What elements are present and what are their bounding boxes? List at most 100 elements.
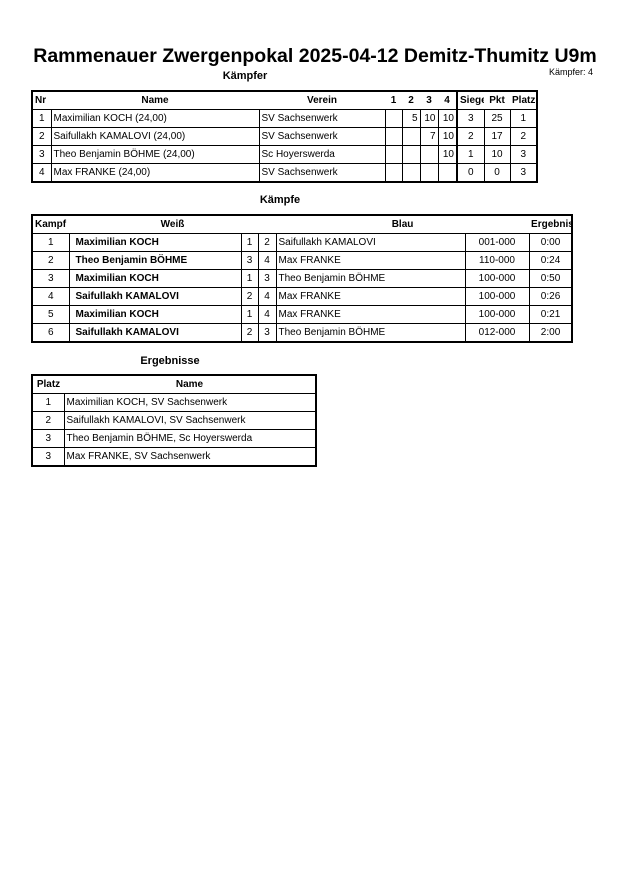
- fighter-row: 3 Theo Benjamin BÖHME (24,00) Sc Hoyerswer…: [31, 145, 538, 164]
- table-cell: Theo Benjamin BÖHME (24,00): [50, 145, 260, 164]
- column-header: Name: [175, 379, 204, 390]
- table-cell: Maximilian KOCH (24,00): [50, 109, 260, 128]
- table-cell: SV Sachsenwerk: [258, 163, 386, 183]
- table-cell: 1: [456, 145, 485, 164]
- table-cell: 4: [31, 287, 70, 306]
- column-header: Kampf: [35, 219, 67, 230]
- table-cell: Maximilian KOCH, SV Sachsenwerk: [63, 393, 317, 412]
- fighter-row: 4 Max FRANKE (24,00) SV Sachsenwerk 0 0 3: [31, 163, 538, 183]
- table-cell: 10: [419, 109, 439, 128]
- table-cell: Max FRANKE: [275, 251, 466, 270]
- table-cell: 1: [240, 269, 259, 288]
- table-cell: 100-000: [464, 287, 530, 306]
- table-cell: Max FRANKE: [275, 305, 466, 324]
- table-cell: 001-000: [464, 233, 530, 252]
- fight-row: 6 Saifullakh KAMALOVI 2 3 Theo Benjamin BÖHM…: [31, 323, 573, 343]
- table-cell: 2: [31, 251, 70, 270]
- table-cell: 6: [31, 323, 70, 343]
- results-table: Platz Name 1 Maximilian KOCH, SV Sachsenwer…: [31, 374, 317, 467]
- table-cell: 10: [437, 127, 458, 146]
- table-cell: 012-000: [464, 323, 530, 343]
- fighter-row: 1 Maximilian KOCH (24,00) SV Sachsenwerk 5 1…: [31, 109, 538, 128]
- table-cell: 0:24: [528, 251, 573, 270]
- table-cell: SV Sachsenwerk: [258, 127, 386, 146]
- table-cell: 100-000: [464, 269, 530, 288]
- table-cell: 1: [240, 233, 259, 252]
- table-cell: 0: [483, 163, 511, 183]
- table-cell: 25: [483, 109, 511, 128]
- table-cell: SV Sachsenwerk: [258, 109, 386, 128]
- result-row: 1 Maximilian KOCH, SV Sachsenwerk: [31, 393, 317, 412]
- table-cell: 0:50: [528, 269, 573, 288]
- table-cell: Theo Benjamin BÖHME, Sc Hoyerswerda: [63, 429, 317, 448]
- table-cell: 4: [257, 305, 277, 324]
- table-cell: [401, 127, 421, 146]
- result-row: 2 Saifullakh KAMALOVI, SV Sachsenwerk: [31, 411, 317, 430]
- table-cell: 110-000: [464, 251, 530, 270]
- column-header: 3: [426, 95, 432, 106]
- table-cell: 7: [419, 127, 439, 146]
- table-cell: 1: [509, 109, 538, 128]
- table-cell: Maximilian KOCH: [68, 233, 242, 252]
- fighter-row: 2 Saifullakh KAMALOVI (24,00) SV Sachsenwe…: [31, 127, 538, 146]
- table-cell: 3: [456, 109, 485, 128]
- column-header: 1: [390, 95, 397, 106]
- column-header: Weiß: [160, 219, 185, 230]
- table-cell: 2: [509, 127, 538, 146]
- table-cell: Saifullakh KAMALOVI (24,00): [50, 127, 260, 146]
- table-cell: 10: [437, 145, 458, 164]
- table-cell: [384, 127, 403, 146]
- table-cell: 4: [257, 251, 277, 270]
- table-cell: Theo Benjamin BÖHME: [275, 323, 466, 343]
- fights-heading: Kämpfe: [259, 194, 301, 206]
- table-cell: Saifullakh KAMALOVI: [68, 287, 242, 306]
- table-cell: 3: [509, 145, 538, 164]
- table-cell: [419, 163, 439, 183]
- fight-row: 4 Saifullakh KAMALOVI 2 4 Max FRANKE 100-000 0…: [31, 287, 573, 306]
- column-header: Nr: [35, 95, 47, 106]
- table-cell: [401, 145, 421, 164]
- table-cell: 4: [257, 287, 277, 306]
- table-cell: 3: [240, 251, 259, 270]
- table-cell: 2: [240, 287, 259, 306]
- table-cell: 5: [31, 305, 70, 324]
- table-cell: [384, 163, 403, 183]
- table-cell: 4: [31, 163, 52, 183]
- table-cell: 2:00: [528, 323, 573, 343]
- table-cell: [384, 145, 403, 164]
- column-header: Name: [141, 95, 169, 106]
- table-cell: 3: [31, 447, 65, 467]
- table-cell: 0:21: [528, 305, 573, 324]
- table-cell: Theo Benjamin BÖHME: [275, 269, 466, 288]
- column-header: Platz: [512, 95, 536, 106]
- table-cell: 2: [456, 127, 485, 146]
- table-cell: 10: [437, 109, 458, 128]
- table-cell: Maximilian KOCH: [68, 269, 242, 288]
- table-cell: Saifullakh KAMALOVI: [68, 323, 242, 343]
- table-cell: [384, 109, 403, 128]
- fighter-count: Kämpfer: 4: [549, 67, 594, 77]
- column-header: 4: [444, 95, 450, 106]
- table-cell: 17: [483, 127, 511, 146]
- result-row: 3 Max FRANKE, SV Sachsenwerk: [31, 447, 317, 467]
- table-cell: 1: [31, 393, 65, 412]
- fight-row: 2 Theo Benjamin BÖHME 3 4 Max FRANKE 110-000 0…: [31, 251, 573, 270]
- table-cell: Maximilian KOCH: [68, 305, 242, 324]
- table-cell: 2: [31, 127, 52, 146]
- table-cell: Sc Hoyerswerda: [258, 145, 386, 164]
- fighters-table: NrNameVerein1234SiegePktPlatz1Maximilian…: [31, 90, 538, 183]
- fight-row: 3 Maximilian KOCH 1 3 Theo Benjamin BÖHME 100…: [31, 269, 573, 288]
- fight-row: 1 Maximilian KOCH 1 2 Saifullakh KAMALOVI 001…: [31, 233, 573, 252]
- page-title: Rammenauer Zwergenpokal 2025-04-12 Demit…: [33, 45, 597, 67]
- table-cell: Max FRANKE (24,00): [50, 163, 260, 183]
- table-cell: Saifullakh KAMALOVI, SV Sachsenwerk: [63, 411, 317, 430]
- table-cell: 3: [31, 145, 52, 164]
- table-cell: [437, 163, 458, 183]
- column-header: Pkt: [489, 95, 505, 106]
- table-cell: [401, 163, 421, 183]
- column-header: Blau: [391, 219, 414, 230]
- table-cell: 1: [31, 109, 52, 128]
- table-cell: 2: [257, 233, 277, 252]
- table-cell: Max FRANKE: [275, 287, 466, 306]
- table-cell: 2: [240, 323, 259, 343]
